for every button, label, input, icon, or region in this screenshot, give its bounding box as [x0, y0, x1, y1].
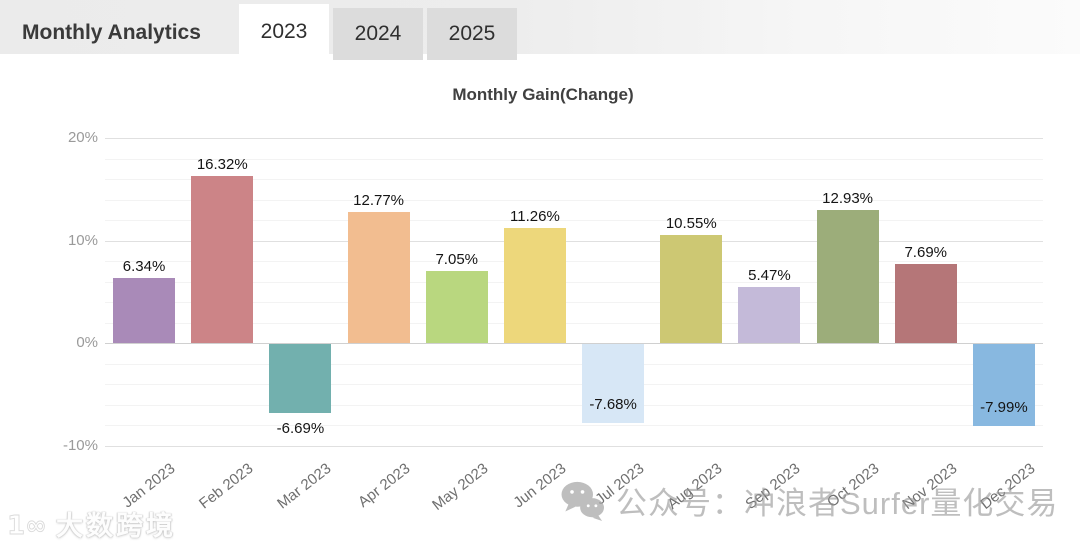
bar-value-label: 5.47%: [748, 266, 791, 284]
bar-value-label: 7.05%: [435, 250, 479, 268]
chart-title: Monthly Gain(Change): [452, 85, 634, 104]
bar-value-label: 11.26%: [510, 207, 560, 225]
bar-mar-2023[interactable]: [269, 344, 332, 413]
bar-value-label: -7.99%: [980, 398, 1028, 416]
gridline: [105, 240, 1043, 242]
y-axis-tick: -10%: [62, 436, 98, 454]
gridline: [105, 384, 1043, 385]
gridline: [105, 179, 1043, 180]
gridline: [105, 425, 1043, 426]
tab-2025[interactable]: 2025: [427, 8, 517, 60]
bar-value-label: 6.34%: [122, 258, 166, 275]
dashu-kuajing-logo-icon: 1∞: [7, 510, 48, 540]
bar-value-label: 12.77%: [353, 192, 405, 210]
bar-apr-2023[interactable]: [347, 212, 410, 343]
bar-sep-2023[interactable]: [738, 286, 801, 343]
bar-nov-2023[interactable]: [894, 264, 957, 343]
gridline: [105, 302, 1043, 303]
y-axis-tick: 0%: [76, 334, 98, 351]
gridline: [105, 220, 1043, 221]
bar-feb-2023[interactable]: [191, 175, 254, 343]
gridline: [105, 158, 1043, 160]
gridline: [105, 199, 1043, 201]
y-axis-tick: 20%: [67, 129, 98, 146]
page-title: Monthly Analytics: [22, 21, 201, 44]
gridline: [105, 445, 1043, 447]
bar-oct-2023[interactable]: [816, 210, 879, 343]
gridline: [105, 261, 1043, 262]
tab-2023[interactable]: 2023: [239, 4, 329, 62]
bar-may-2023[interactable]: [425, 270, 488, 343]
bar-value-label: 7.69%: [904, 244, 948, 262]
bar-dec-2023[interactable]: [972, 344, 1035, 426]
y-axis-tick: 10%: [67, 231, 98, 249]
bar-value-label: 16.32%: [196, 155, 248, 173]
bar-value-label: -7.68%: [589, 395, 637, 413]
header-bar: [0, 0, 1080, 54]
bar-value-label: -6.69%: [276, 419, 325, 437]
gridline: [105, 322, 1043, 324]
gridline: [105, 404, 1043, 406]
bar-value-label: 10.55%: [665, 214, 717, 232]
bar-jun-2023[interactable]: [503, 227, 566, 343]
zero-gridline: [105, 343, 1043, 344]
bar-jan-2023[interactable]: [113, 278, 176, 343]
bar-aug-2023[interactable]: [660, 234, 723, 343]
bar-value-label: 12.93%: [822, 190, 874, 208]
svg-text:1∞: 1∞: [7, 511, 47, 540]
year-tabs: 2023 2024 2025: [239, 4, 521, 62]
bar-jul-2023[interactable]: [582, 344, 645, 423]
tab-2024[interactable]: 2024: [333, 8, 423, 60]
gridline: [105, 138, 1043, 139]
gridline: [105, 281, 1043, 283]
gridline: [105, 363, 1043, 365]
